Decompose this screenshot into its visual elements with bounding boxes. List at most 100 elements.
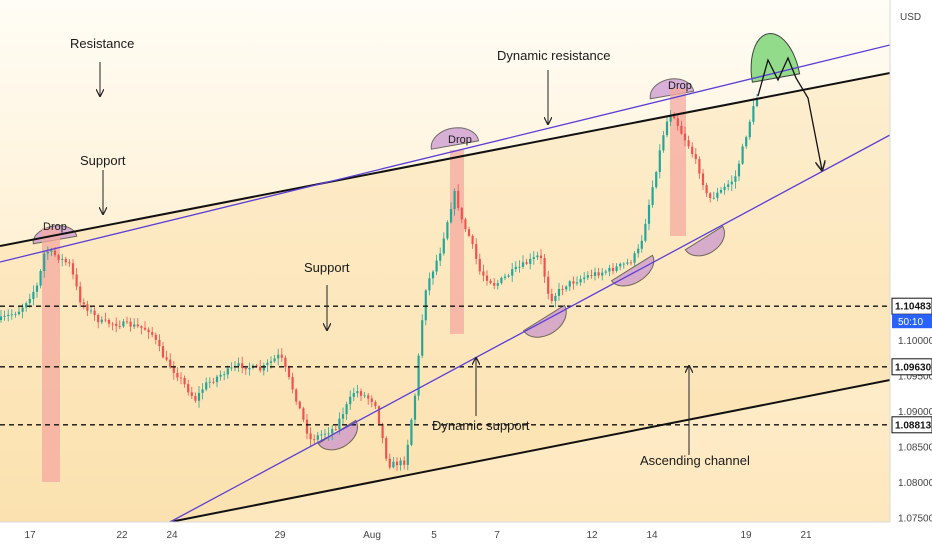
- candle-body: [687, 140, 690, 147]
- channel-lower-line: [169, 379, 891, 523]
- annotation-label: Dynamic support: [432, 418, 530, 433]
- candle-body: [259, 366, 262, 371]
- candle-body: [68, 262, 71, 264]
- candle-body: [752, 106, 755, 122]
- candle-body: [89, 310, 93, 312]
- candle-body: [741, 146, 744, 164]
- candle-body: [295, 389, 298, 402]
- drop-bar: [670, 88, 686, 236]
- candle-body: [107, 320, 111, 324]
- candle-body: [115, 323, 118, 326]
- candle-body: [514, 266, 517, 270]
- candle-body: [172, 367, 175, 373]
- candle-body: [133, 324, 136, 327]
- candle-body: [374, 402, 377, 407]
- candle-body: [201, 389, 204, 393]
- price-label: 1.09630: [895, 362, 932, 373]
- candle-body: [543, 258, 546, 277]
- candle-body: [561, 289, 564, 290]
- candle-body: [658, 150, 661, 173]
- candle-body: [334, 429, 337, 430]
- candle-body: [691, 146, 694, 155]
- candle-body: [194, 396, 197, 401]
- candle-body: [730, 181, 733, 185]
- candle-body: [349, 396, 352, 405]
- support-highlight-arc: [522, 304, 567, 338]
- candle-body: [385, 438, 388, 459]
- currency-label: USD: [900, 12, 921, 23]
- candle-body: [601, 272, 604, 276]
- candle-body: [745, 137, 748, 147]
- candle-body: [359, 391, 363, 396]
- drop-label: Drop: [43, 221, 67, 233]
- candle-body: [579, 279, 582, 283]
- support-highlight-arc: [317, 419, 359, 451]
- candle-body: [61, 258, 64, 260]
- candle-body: [428, 278, 431, 291]
- candle-body: [277, 354, 280, 359]
- candle-body: [701, 173, 705, 186]
- x-tick-label: 21: [800, 530, 812, 541]
- candle-body: [190, 392, 193, 396]
- price-label: 1.08813: [895, 420, 932, 431]
- candle-body: [572, 281, 575, 284]
- candle-body: [399, 460, 402, 466]
- candle-body: [165, 357, 168, 360]
- candle-body: [345, 404, 348, 415]
- candle-body: [712, 197, 715, 199]
- price-axis: [890, 0, 932, 522]
- price-label: 1.10483: [895, 302, 932, 313]
- candle-body: [46, 251, 49, 254]
- candle-body: [298, 401, 301, 409]
- drop-label: Drop: [448, 134, 472, 146]
- y-tick-label: 1.08500: [898, 443, 932, 454]
- candle-body: [313, 439, 316, 441]
- candle-body: [215, 376, 219, 383]
- candle-body: [439, 253, 442, 261]
- candle-body: [586, 275, 589, 278]
- candle-body: [86, 304, 89, 311]
- candle-body: [536, 255, 539, 258]
- candle-body: [662, 135, 665, 151]
- candle-body: [287, 367, 291, 377]
- candle-body: [273, 358, 276, 362]
- candle-body: [683, 133, 687, 141]
- price-label-box: [891, 416, 932, 434]
- drop-bar: [42, 228, 60, 482]
- candle-body: [442, 238, 445, 254]
- candle-body: [7, 314, 10, 316]
- candle-body: [680, 125, 683, 134]
- candle-body: [248, 368, 251, 370]
- candle-body: [341, 414, 345, 419]
- candle-body: [392, 461, 395, 468]
- candle-body: [140, 326, 143, 328]
- candle-body: [611, 267, 615, 272]
- candle-body: [208, 381, 211, 383]
- candle-body: [615, 266, 618, 271]
- dynamic-resistance-line: [0, 44, 891, 263]
- candle-body: [136, 324, 139, 327]
- candle-body: [748, 121, 751, 138]
- candle-body: [417, 355, 420, 396]
- projection-path: [757, 56, 822, 170]
- time-axis: [0, 522, 932, 550]
- price-label-box: [891, 358, 932, 376]
- candle-body: [158, 339, 161, 347]
- candle-body: [482, 271, 485, 276]
- candle-body: [291, 377, 294, 390]
- candle-body: [734, 176, 737, 182]
- candle-body: [608, 267, 611, 272]
- y-tick-label: 1.08000: [898, 478, 932, 489]
- candle-body: [316, 435, 319, 440]
- candle-body: [489, 280, 492, 283]
- candle-body: [698, 159, 701, 174]
- candle-body: [151, 332, 154, 335]
- candle-body: [493, 283, 496, 286]
- candle-body: [176, 372, 179, 378]
- candle-body: [205, 382, 208, 390]
- candle-body: [644, 223, 647, 241]
- candle-body: [381, 423, 384, 439]
- candle-body: [331, 429, 334, 434]
- channel-upper-line: [0, 72, 891, 247]
- candle-body: [244, 368, 247, 370]
